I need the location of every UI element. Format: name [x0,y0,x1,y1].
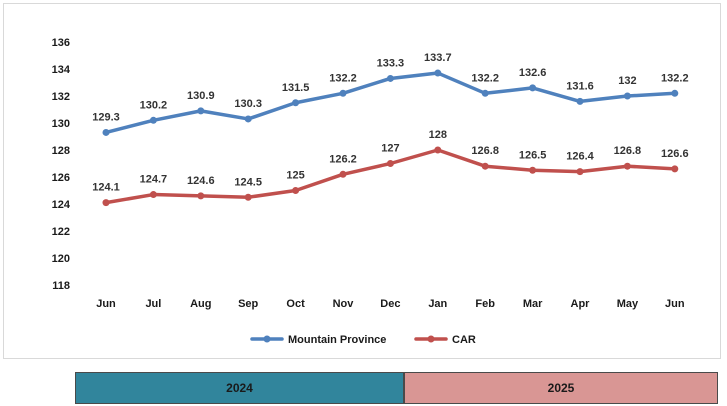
data-label: 131.5 [282,82,310,94]
data-point [244,115,252,123]
data-point [481,89,489,97]
data-point [292,187,300,194]
data-point [149,116,157,124]
x-tick-label: Mar [523,298,543,310]
y-tick-label: 130 [52,118,70,130]
y-tick-label: 134 [52,64,71,76]
year-band-2025: 2025 [404,372,718,404]
data-label: 126.4 [566,151,594,163]
data-label: 126.6 [661,148,689,160]
data-label: 127 [381,143,399,155]
x-tick-label: Feb [475,298,495,310]
y-tick-label: 136 [52,37,70,49]
x-tick-label: Aug [190,298,211,310]
data-point [623,162,631,170]
data-label: 124.7 [140,174,168,186]
data-point [671,89,679,97]
x-tick-label: Jun [665,298,685,310]
data-label: 131.6 [566,80,594,92]
x-tick-label: Jan [428,298,447,310]
data-label: 132.2 [661,72,689,84]
y-tick-label: 132 [52,91,70,103]
data-point [623,92,631,100]
y-tick-label: 118 [52,280,70,292]
data-label: 124.5 [234,176,262,188]
x-tick-label: Jun [96,298,116,310]
data-point [102,199,110,207]
x-tick-label: Apr [571,298,591,310]
data-point [386,74,394,82]
data-point [102,128,110,136]
x-tick-label: Sep [238,298,258,310]
data-point [292,99,300,107]
y-tick-label: 126 [52,172,70,184]
data-label: 133.7 [424,52,452,64]
data-point [481,162,489,170]
data-point [576,97,584,105]
data-point [339,89,347,97]
year-band-label: 2025 [547,381,575,395]
x-tick-label: Nov [333,298,355,310]
y-tick-label: 122 [52,226,70,238]
data-point [576,168,584,176]
legend-label: CAR [452,334,476,346]
legend-marker [263,335,271,343]
data-label: 132.2 [329,72,357,84]
data-label: 126.8 [614,145,642,157]
data-point [386,160,394,167]
data-label: 126.2 [329,153,357,165]
data-point [434,69,442,77]
data-label: 132.6 [519,67,547,79]
data-label: 124.1 [92,182,120,194]
line-chart: 118 120 122 124 126 128 130 132 134 136 Jun Jul Aug S… [52,37,689,346]
data-label: 132 [618,75,636,87]
data-point [197,192,205,200]
data-label: 130.9 [187,90,215,102]
data-label: 125 [286,170,304,182]
legend-marker [427,335,435,343]
data-point [529,84,537,92]
legend-label: Mountain Province [288,334,386,346]
x-tick-label: Oct [286,298,305,310]
data-label: 128 [429,129,447,141]
data-label: 126.5 [519,149,547,161]
data-point [671,165,679,173]
data-label: 132.2 [471,72,499,84]
data-label: 126.8 [471,145,499,157]
year-band-2024: 2024 [75,372,404,404]
y-tick-label: 124 [52,199,71,211]
data-point [529,166,537,174]
chart-area: 118 120 122 124 126 128 130 132 134 136 Jun Jul Aug S… [3,3,721,359]
data-point [244,193,252,201]
data-point [434,146,442,154]
data-label: 130.3 [234,98,262,110]
data-label: 130.2 [140,99,168,111]
year-band-label: 2024 [226,381,253,395]
x-tick-label: Jul [145,298,161,310]
y-tick-label: 128 [52,145,70,157]
x-tick-label: Dec [380,298,400,310]
data-point [197,107,205,115]
data-label: 129.3 [92,111,120,123]
x-tick-label: May [617,298,639,310]
data-point [339,170,347,178]
y-tick-label: 120 [52,253,70,265]
data-label: 124.6 [187,175,215,187]
data-point [149,191,157,199]
data-label: 133.3 [377,57,405,69]
